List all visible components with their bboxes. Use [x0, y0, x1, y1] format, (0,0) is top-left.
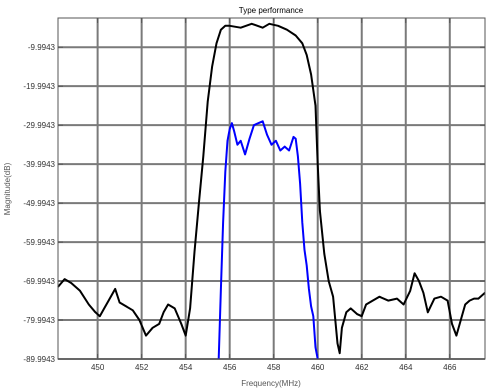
y-tick-label: -29.9943	[23, 121, 55, 130]
series-line-1	[217, 120, 319, 360]
y-axis-label: Magnitude(dB)	[3, 162, 12, 215]
x-tick-label: 458	[267, 363, 281, 372]
y-tick-label: -9.9943	[28, 43, 56, 52]
series-line-0	[57, 22, 486, 355]
chart-title: Type performance	[239, 6, 304, 15]
y-tick-label: -39.9943	[23, 160, 55, 169]
y-tick-label: -79.9943	[23, 316, 55, 325]
plot-frame	[57, 17, 486, 360]
x-tick-label: 460	[311, 363, 325, 372]
y-tick-label: -19.9943	[23, 82, 55, 91]
x-tick-label: 450	[91, 363, 105, 372]
x-tick-label: 452	[135, 363, 149, 372]
y-tick-labels: -9.9943 -19.9943 -29.9943 -39.9943 -49.9943 -…	[23, 43, 55, 364]
plot-area	[58, 18, 486, 360]
x-tick-label: 466	[443, 363, 457, 372]
y-tick-label: -49.9943	[23, 199, 55, 208]
y-tick-label: -89.9943	[23, 355, 55, 364]
x-axis-label: Frequency(MHz)	[241, 379, 301, 388]
x-tick-labels: 450 452 454 456 458 460 462 464 466	[91, 363, 457, 372]
x-tick-label: 456	[223, 363, 237, 372]
x-tick-label: 462	[355, 363, 369, 372]
y-tick-label: -69.9943	[23, 277, 55, 286]
series-lines	[57, 22, 486, 360]
x-tick-label: 464	[399, 363, 413, 372]
x-tick-label: 454	[179, 363, 193, 372]
y-tick-label: -59.9943	[23, 238, 55, 247]
